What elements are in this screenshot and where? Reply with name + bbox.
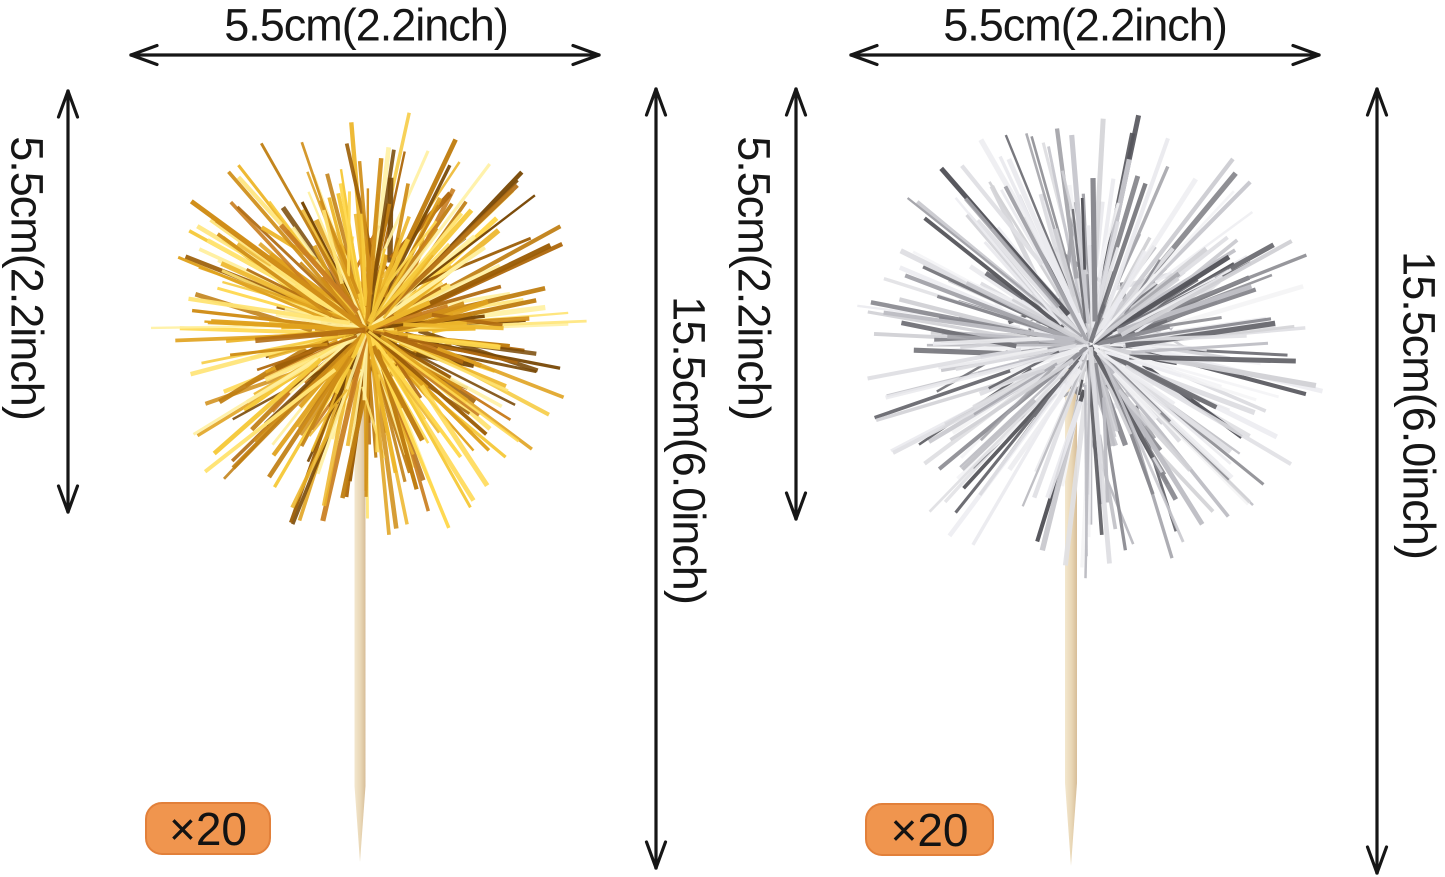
dimension-arrow-gold-pom-height [56, 89, 80, 514]
silver-pom-height-label: 5.5cm(2.2inch) [728, 136, 780, 420]
silver-quantity-text: ×20 [890, 803, 969, 856]
silver-tinsel-pom [857, 114, 1324, 579]
dimension-arrow-silver-pom-height [784, 87, 808, 521]
dimension-arrow-gold-width [129, 43, 601, 67]
silver-quantity-badge: ×20 [865, 803, 994, 856]
dimension-arrow-silver-width [849, 43, 1321, 67]
dimension-arrow-silver-total-height [1365, 87, 1389, 875]
silver-pick [1065, 340, 1077, 866]
gold-tinsel-pom [150, 112, 587, 535]
gold-pick [354, 320, 366, 862]
silver-total-height-label: 15.5cm(6.0inch) [1393, 251, 1445, 559]
gold-quantity-text: ×20 [168, 802, 248, 855]
gold-quantity-badge: ×20 [145, 802, 271, 855]
gold-pom-height-label: 5.5cm(2.2inch) [1, 136, 53, 420]
silver-width-label: 5.5cm(2.2inch) [943, 0, 1228, 51]
gold-total-height-label: 15.5cm(6.0inch) [663, 296, 715, 604]
gold-width-label: 5.5cm(2.2inch) [224, 0, 509, 51]
dimension-arrow-gold-total-height [644, 87, 668, 870]
